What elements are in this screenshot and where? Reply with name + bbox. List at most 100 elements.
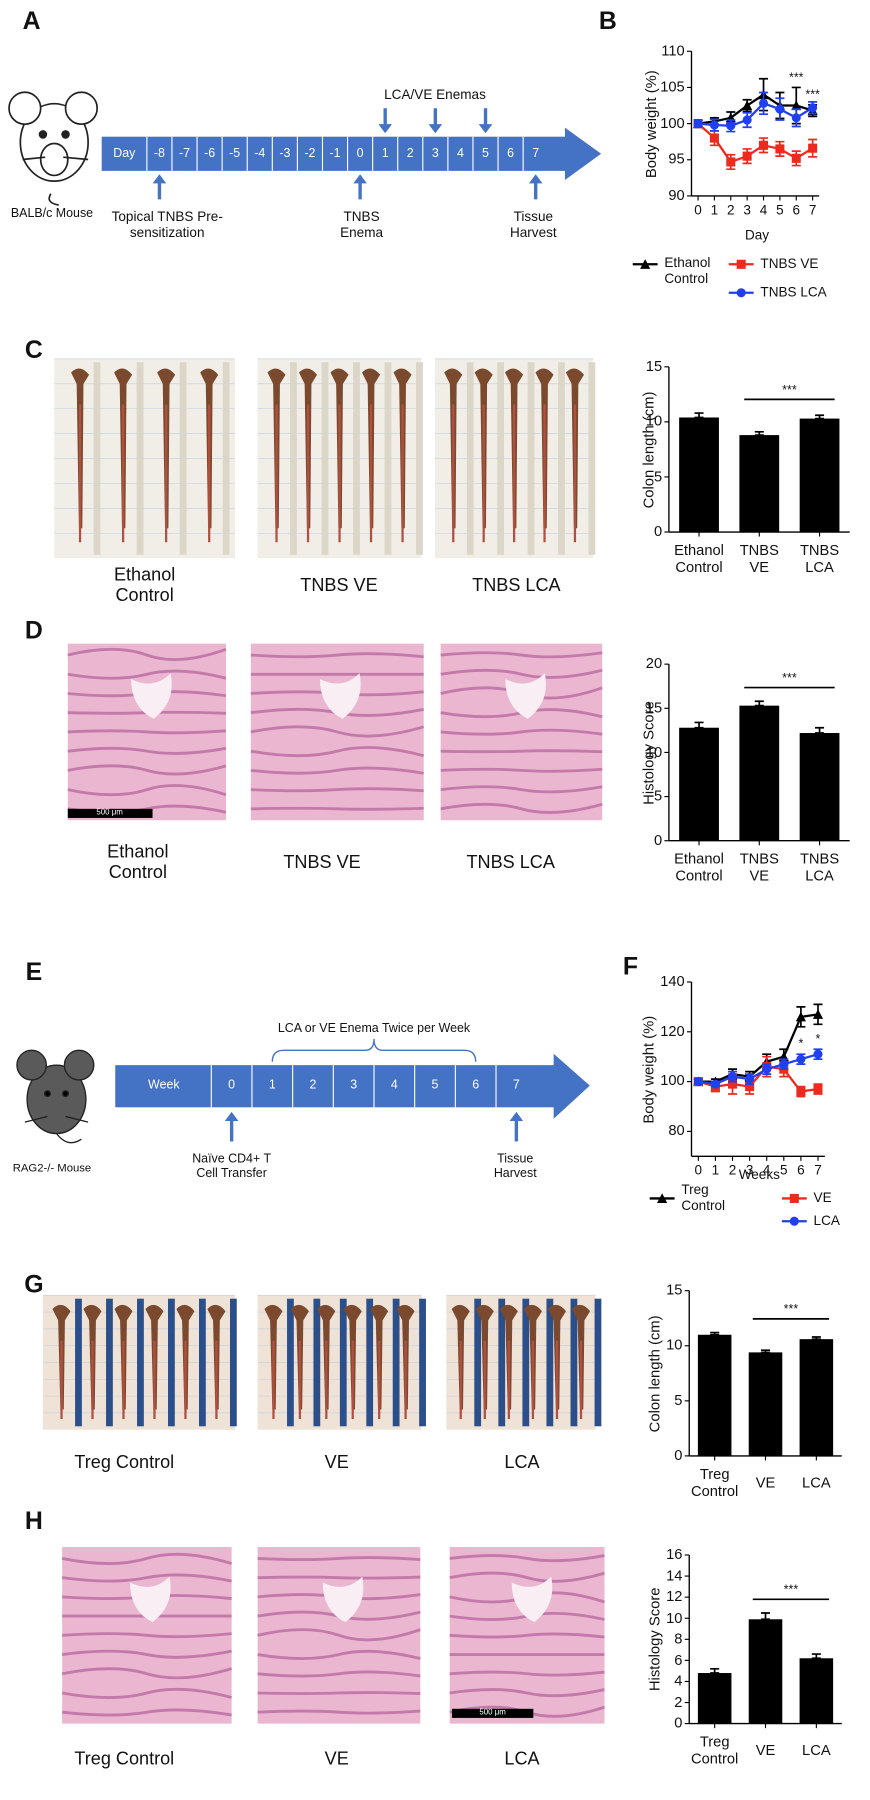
- x-tick-label: VE: [755, 1741, 776, 1759]
- bar: [697, 1673, 732, 1724]
- y-tick-label: 0: [674, 1446, 683, 1464]
- y-axis-label: Histology Score: [645, 1587, 663, 1692]
- x-tick-label: 5: [776, 201, 784, 218]
- timeline-cell: 4: [390, 1078, 398, 1093]
- x-tick-label: TNBS VE: [739, 541, 779, 576]
- marker: [709, 133, 719, 143]
- timeline-cell: 3: [431, 146, 439, 161]
- scale-bar: [67, 808, 153, 818]
- arrow-head: [152, 174, 167, 184]
- x-tick-label: 2: [727, 201, 735, 218]
- x-tick-label: 2: [728, 1162, 737, 1179]
- annotation: ***: [788, 71, 804, 85]
- tissue: [257, 1691, 421, 1695]
- annotation: *: [815, 1032, 821, 1047]
- ruler: [419, 1298, 426, 1427]
- error-bar: [815, 414, 825, 420]
- y-tick-label: 10: [666, 1336, 683, 1354]
- error-bar: [694, 721, 704, 729]
- mouse-label: BALB/c Mouse: [10, 206, 94, 221]
- x-tick-label: 7: [814, 1162, 822, 1179]
- marker: [759, 140, 769, 150]
- timeline-cell: 4: [456, 146, 464, 161]
- marker: [728, 1072, 738, 1082]
- y-axis-label: Histology Score: [640, 700, 658, 805]
- y-tick-label: 8: [674, 1629, 683, 1647]
- bar: [748, 1619, 783, 1724]
- ruler: [527, 362, 535, 555]
- y-axis-label: Colon length (cm): [645, 1314, 663, 1432]
- timeline-cell: 5: [431, 1078, 439, 1093]
- x-tick-label: Treg Control: [690, 1732, 739, 1767]
- lumen: [511, 1576, 553, 1623]
- tissue: [250, 806, 424, 811]
- timeline-label: LCA or VE Enema Twice per Week: [277, 1021, 471, 1036]
- y-tick-label: 10: [666, 1608, 683, 1626]
- ruler: [498, 1298, 506, 1427]
- tissue: [440, 749, 603, 754]
- timeline-cell: 1: [381, 146, 389, 161]
- x-axis-label: Weeks: [738, 1166, 780, 1183]
- timeline-label: Tissue Harvest: [493, 1152, 537, 1181]
- marker: [693, 119, 703, 129]
- x-tick-label: 1: [710, 201, 719, 218]
- bar: [799, 733, 840, 841]
- ruler: [594, 1298, 602, 1427]
- ruler: [588, 362, 596, 555]
- timeline-label: LCA/VE Enemas: [384, 86, 486, 103]
- legend-marker: [640, 259, 651, 269]
- error-bar: [710, 1331, 720, 1336]
- photo-caption: VE: [324, 1749, 349, 1769]
- timeline-cell: Week: [148, 1078, 180, 1093]
- ruler: [416, 362, 423, 555]
- timeline-cell: 5: [482, 146, 489, 161]
- timeline-cell: -5: [229, 146, 241, 161]
- marker: [775, 104, 785, 114]
- lumen: [131, 673, 172, 719]
- tissue: [61, 1552, 233, 1565]
- ruler: [522, 1298, 530, 1427]
- bar: [697, 1334, 732, 1456]
- y-axis-label: Body weight (%): [642, 69, 660, 178]
- scale-bar-label: 500 μm: [479, 1708, 506, 1717]
- error-bar: [710, 1667, 720, 1674]
- tissue: [250, 787, 424, 793]
- ruler: [75, 1298, 82, 1427]
- ruler: [366, 1298, 374, 1427]
- ruler: [222, 362, 230, 555]
- tissue: [257, 1556, 421, 1561]
- photo-caption: LCA: [504, 1453, 540, 1473]
- mouse-icon: [16, 1049, 95, 1144]
- x-tick-label: LCA: [802, 1473, 831, 1491]
- significance-label: ***: [783, 1582, 799, 1597]
- tissue: [61, 1687, 232, 1699]
- annotation: ***: [805, 88, 820, 103]
- tissue: [61, 1708, 232, 1717]
- marker: [812, 1009, 824, 1019]
- y-tick-label: 0: [653, 831, 663, 849]
- marker: [742, 100, 753, 111]
- x-tick-label: TNBS LCA: [799, 541, 840, 576]
- legend-label: LCA: [813, 1212, 840, 1229]
- error-bar: [811, 1336, 821, 1341]
- tissue: [67, 729, 227, 735]
- tissue: [257, 1628, 421, 1642]
- timeline-bar: [115, 1065, 556, 1108]
- marker: [813, 1049, 823, 1059]
- timeline-cell: -8: [153, 146, 165, 161]
- error-bar: [815, 726, 825, 734]
- timeline-cell: -2: [304, 146, 316, 161]
- y-tick-label: 4: [674, 1671, 683, 1689]
- x-tick-label: Ethanol Control: [674, 849, 724, 885]
- arrow-head: [353, 174, 367, 184]
- bar: [799, 1658, 834, 1724]
- legend-marker: [789, 1216, 799, 1226]
- tissue: [61, 1573, 232, 1583]
- timeline-cell: 7: [532, 146, 540, 161]
- panel-letter: B: [598, 6, 617, 35]
- x-tick-label: 4: [762, 1162, 771, 1179]
- timeline-cell: -6: [204, 146, 216, 161]
- x-tick-label: Treg Control: [690, 1465, 739, 1500]
- timeline-cell: 0: [356, 146, 364, 161]
- y-tick-label: 10: [645, 412, 663, 430]
